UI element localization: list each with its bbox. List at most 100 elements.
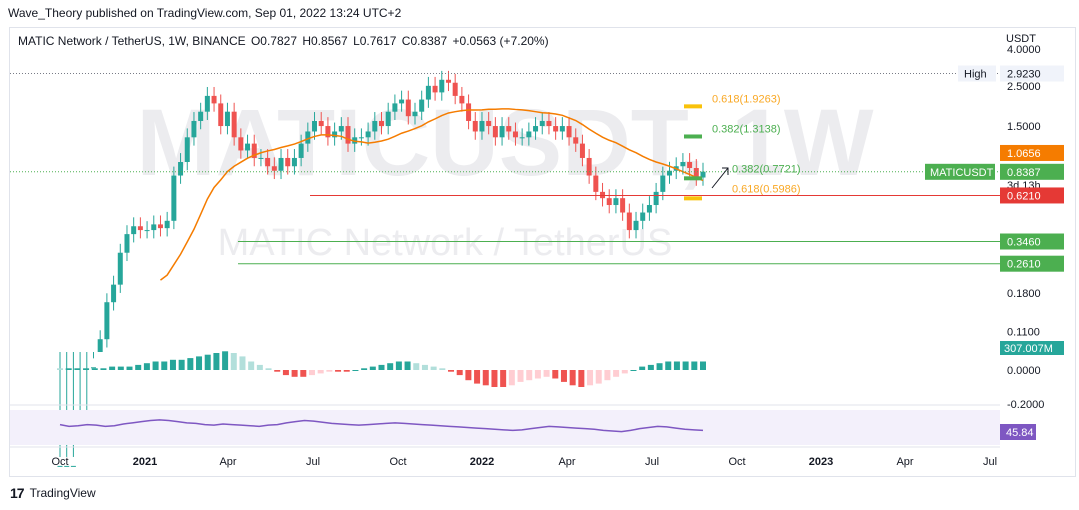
- macd-bar: [604, 370, 611, 381]
- macd-bar: [621, 370, 628, 374]
- macd-bar: [369, 366, 376, 370]
- macd-bar: [413, 363, 420, 370]
- high-price-label-bg: [1000, 65, 1064, 82]
- price-tag-label: High: [964, 69, 987, 81]
- macd-bar: [291, 370, 298, 377]
- macd-tick: -0.2000: [1007, 399, 1044, 411]
- candle-body: [298, 143, 304, 158]
- time-tick: Apr: [896, 456, 913, 468]
- candle-body: [613, 198, 619, 206]
- chart-frame[interactable]: [9, 27, 1076, 477]
- time-tick: Jul: [983, 456, 997, 468]
- candle-body: [559, 126, 565, 132]
- macd-bar: [57, 368, 63, 370]
- macd-bar: [430, 366, 437, 370]
- candle-body: [305, 131, 311, 144]
- macd-bar: [395, 361, 402, 370]
- macd-bar: [456, 370, 463, 376]
- candle-body: [171, 175, 177, 221]
- candle-body: [178, 161, 184, 176]
- candle-body: [512, 131, 518, 138]
- macd-bar: [673, 361, 680, 370]
- macd-bar: [83, 368, 90, 370]
- fib-label: 0.618(1.9263): [712, 93, 781, 105]
- candle-body: [198, 111, 204, 121]
- fib-marker: [684, 176, 702, 181]
- candle-body: [385, 111, 391, 127]
- price-tag-label-bg: [925, 163, 995, 180]
- candle-body: [646, 205, 652, 213]
- rsi-line: [59, 419, 704, 433]
- price-tick: 4.0000: [1007, 44, 1041, 56]
- macd-bar: [161, 361, 168, 370]
- time-tick: Oct: [51, 456, 68, 468]
- macd-bar: [256, 364, 263, 370]
- macd-bar: [65, 368, 72, 370]
- candle-body: [539, 120, 545, 127]
- support-price-label-1-bg: [1000, 233, 1064, 250]
- candle-body: [211, 95, 217, 104]
- macd-bar: [143, 363, 150, 370]
- macd-bar: [665, 361, 672, 370]
- rsi-band: [10, 410, 1000, 445]
- time-tick: 2022: [470, 456, 494, 468]
- candle-body: [258, 157, 264, 159]
- support-price-label-1: 0.3460: [1007, 237, 1041, 249]
- time-tick: Jul: [306, 456, 320, 468]
- macd-bar: [126, 366, 133, 370]
- candle-body: [466, 103, 472, 121]
- candle-body: [620, 198, 626, 213]
- macd-bar: [135, 364, 142, 370]
- fib-marker: [684, 196, 702, 201]
- candle-body: [579, 143, 585, 158]
- time-tick: 2023: [809, 456, 833, 468]
- macd-bar: [552, 370, 559, 379]
- candle-body: [358, 137, 364, 139]
- support-price-label-2: 0.2610: [1007, 259, 1041, 271]
- macd-bar: [560, 370, 567, 382]
- candle-body: [499, 126, 505, 138]
- resistance-price-label-bg: [1000, 187, 1064, 204]
- time-tick: 2021: [133, 456, 157, 468]
- macd-bar: [117, 366, 124, 370]
- rsi-value-bg: [1000, 424, 1036, 440]
- macd-bar: [187, 358, 194, 370]
- fib-label: 0.618(0.5986): [732, 183, 801, 195]
- macd-bar: [613, 370, 620, 377]
- fib-marker: [684, 104, 702, 109]
- candle-body: [332, 131, 338, 138]
- macd-bar: [639, 366, 646, 370]
- fib-label: 0.382(1.3138): [712, 123, 781, 135]
- time-tick: Jul: [645, 456, 659, 468]
- footer: 17 TradingView: [10, 485, 96, 501]
- time-tick: Apr: [558, 456, 575, 468]
- fib-marker: [684, 134, 702, 139]
- candle-body: [412, 111, 418, 117]
- candle-body: [439, 79, 445, 93]
- change-value: +0.0563 (+7.20%): [452, 34, 549, 48]
- candle-body: [104, 302, 110, 340]
- candle-body: [633, 220, 639, 231]
- candle-body: [492, 126, 498, 138]
- candle-body: [372, 120, 378, 132]
- macd-bar: [335, 370, 342, 372]
- high-price-label: 2.9230: [1007, 69, 1041, 81]
- candle-body: [392, 103, 398, 112]
- macd-bar: [213, 353, 220, 370]
- time-tick: Oct: [728, 456, 745, 468]
- macd-bar: [178, 359, 185, 370]
- candle-body: [325, 126, 331, 138]
- candle-body: [231, 111, 237, 138]
- time-tick: Apr: [219, 456, 236, 468]
- publisher-header: Wave_Theory published on TradingView.com…: [8, 6, 402, 20]
- symbol-name: MATIC Network / TetherUS, 1W, BINANCE: [18, 34, 246, 48]
- candle-body: [593, 175, 599, 192]
- macd-bar: [230, 353, 237, 370]
- macd-bar: [587, 370, 594, 386]
- moving-average-line: [160, 108, 704, 281]
- candle-body: [144, 230, 150, 232]
- macd-bar: [387, 363, 394, 370]
- candle-body: [506, 126, 512, 132]
- macd-bar: [239, 356, 246, 370]
